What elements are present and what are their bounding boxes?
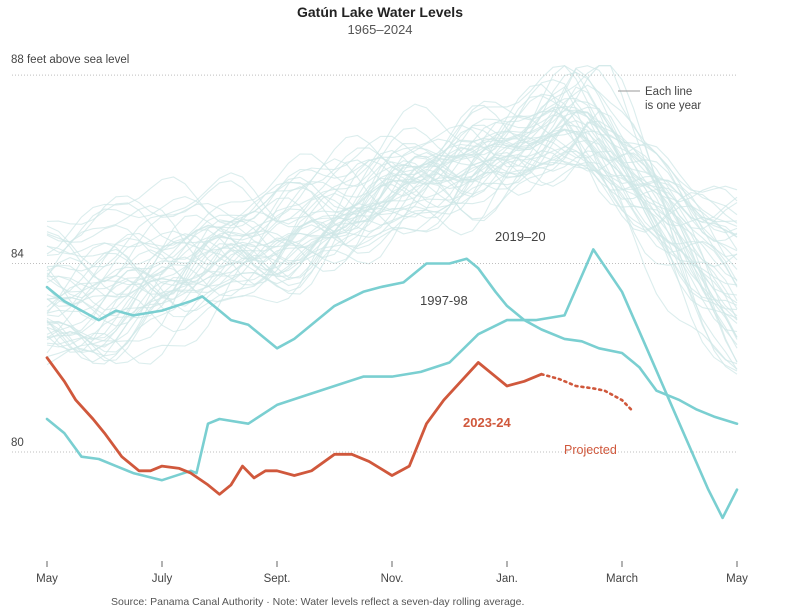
background-year-line — [46, 65, 738, 300]
x-tick-label: Nov. — [381, 573, 404, 585]
background-year-line — [46, 65, 738, 353]
background-year-line — [46, 147, 738, 338]
series-line-projected — [540, 372, 635, 414]
label-2019-20: 2019–20 — [495, 229, 546, 244]
current-year-line — [45, 356, 635, 496]
background-year-line — [46, 150, 738, 318]
label-1997-98: 1997-98 — [420, 293, 468, 308]
legend-text-line1: Each line — [645, 86, 692, 98]
highlight-year-lines — [45, 248, 739, 520]
x-tick-label: Sept. — [264, 573, 291, 585]
background-year-line — [46, 97, 738, 339]
background-year-line — [46, 129, 738, 366]
x-tick-label: May — [36, 573, 58, 585]
background-year-line — [46, 133, 738, 314]
x-tick-label: March — [606, 573, 638, 585]
background-year-line — [46, 65, 738, 310]
series-line-1997-98 — [45, 257, 739, 425]
background-year-line — [46, 137, 738, 365]
y-tick-label: 84 — [11, 249, 24, 261]
background-year-line — [46, 95, 738, 286]
source-note: Source: Panama Canal Authority · Note: W… — [111, 596, 524, 608]
x-tick-label: Jan. — [496, 573, 518, 585]
series-line-2019–20 — [45, 248, 739, 520]
background-year-line — [46, 146, 738, 365]
background-year-line — [46, 139, 738, 304]
chart-title: Gatún Lake Water Levels — [297, 4, 463, 20]
background-year-line — [46, 111, 738, 341]
background-year-line — [46, 150, 738, 311]
y-axis-top-label: 88 feet above sea level — [11, 54, 129, 66]
background-year-line — [46, 104, 738, 349]
background-year-line — [46, 84, 738, 370]
background-year-line — [46, 114, 738, 278]
series-line-2023-24 — [45, 356, 543, 496]
background-year-line — [46, 124, 738, 324]
gridlines — [12, 74, 737, 453]
background-year-line — [46, 138, 738, 335]
label-2023-24: 2023-24 — [463, 415, 511, 430]
background-year-line — [46, 83, 738, 308]
x-axis: May July Sept. Nov. Jan. March May — [36, 561, 748, 585]
x-tick-label: May — [726, 573, 748, 585]
legend: Each line is one year — [618, 86, 701, 112]
legend-text-line2: is one year — [645, 100, 701, 112]
y-tick-label: 80 — [11, 437, 24, 449]
chart-subtitle: 1965–2024 — [347, 22, 412, 37]
background-year-line — [46, 130, 738, 362]
background-year-line — [46, 67, 738, 375]
background-year-lines — [46, 65, 738, 375]
background-year-line — [46, 86, 738, 365]
label-projected: Projected — [564, 443, 617, 457]
background-year-line — [46, 129, 738, 339]
background-year-line — [46, 124, 738, 260]
background-year-line — [46, 65, 738, 283]
background-year-line — [46, 145, 738, 372]
y-axis: 80 84 — [11, 249, 24, 449]
x-tick-label: July — [152, 573, 173, 585]
